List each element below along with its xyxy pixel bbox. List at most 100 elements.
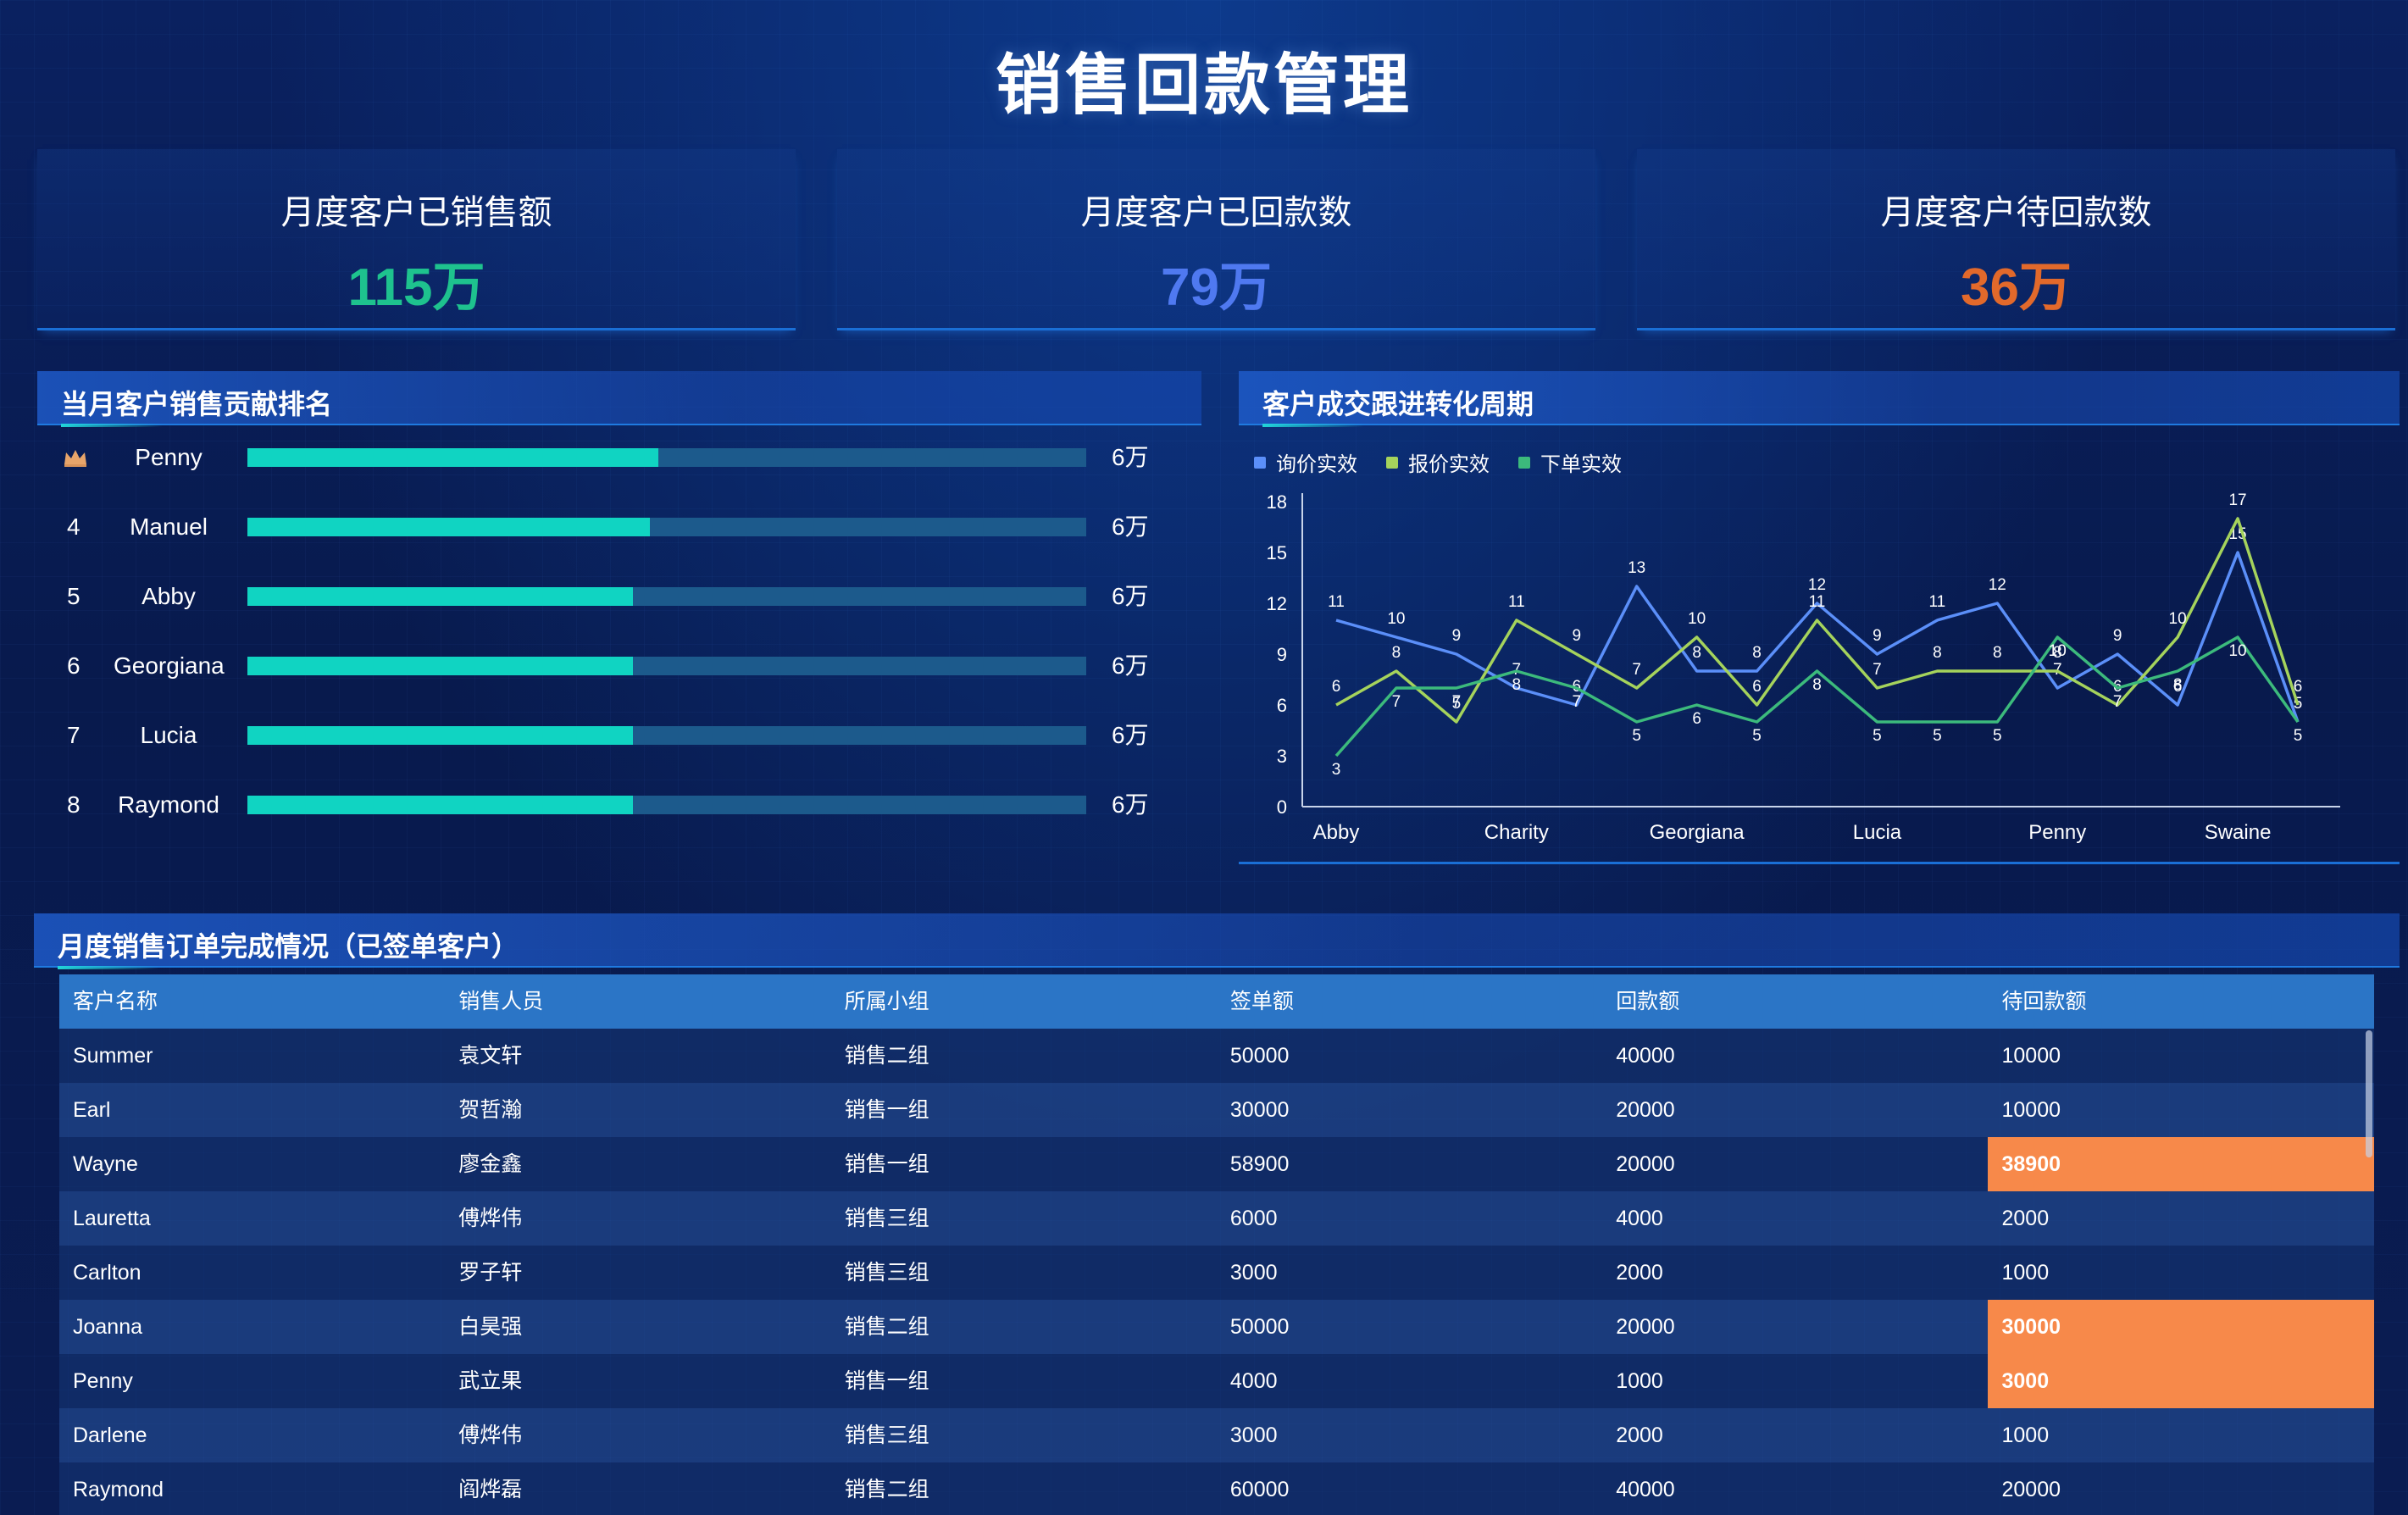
data-label: 8 — [1692, 644, 1701, 662]
table-row[interactable]: Darlene 傅烨伟 销售三组 3000 2000 1000 — [59, 1408, 2374, 1462]
y-tick-label: 0 — [1277, 796, 1287, 818]
data-label: 10 — [2049, 642, 2067, 660]
table-cell: 白昊强 — [458, 1315, 523, 1339]
table-cell: 傅烨伟 — [458, 1423, 523, 1447]
data-label: 10 — [1688, 610, 1706, 628]
ranking-panel-title: 当月客户销售贡献排名 — [61, 388, 333, 420]
kpi-value: 115万 — [347, 258, 485, 317]
rank-number: 6 — [67, 652, 80, 679]
kpi-card-pending: 月度客户待回款数 36万 — [1637, 149, 2395, 330]
ranking-row: 6 Georgiana 6万 — [37, 649, 1156, 683]
rank-bar-track — [247, 518, 1086, 536]
data-label: 8 — [1512, 676, 1522, 694]
table-cell: 2000 — [1616, 1261, 1663, 1285]
data-label: 6 — [2173, 678, 2183, 696]
rank-value: 6万 — [1112, 791, 1149, 818]
kpi-label: 月度客户已销售额 — [280, 193, 552, 232]
kpi-value: 36万 — [1961, 258, 2072, 317]
table-header-cell: 回款额 — [1616, 989, 1680, 1013]
table-cell: 阎烨磊 — [458, 1478, 523, 1501]
legend-item[interactable]: 下单实效 — [1518, 447, 1622, 477]
data-label: 11 — [1508, 593, 1525, 611]
table-row[interactable]: Joanna 白昊强 销售二组 50000 20000 30000 — [59, 1300, 2374, 1354]
table-cell: 1000 — [1616, 1369, 1663, 1393]
orders-panel-title: 月度销售订单完成情况（已签单客户） — [58, 930, 519, 963]
table-cell: 40000 — [1616, 1478, 1675, 1501]
rank-bar-track — [247, 587, 1086, 606]
x-tick-label: Swaine — [2205, 821, 2272, 844]
ranking-row: 5 Abby 6万 — [37, 580, 1156, 613]
legend-label: 询价实效 — [1276, 453, 1357, 476]
table-row[interactable]: Earl 贺哲瀚 销售一组 30000 20000 10000 — [59, 1083, 2374, 1137]
data-label: 9 — [1873, 627, 1882, 645]
rank-customer-name: Lucia — [140, 722, 197, 748]
table-cell: 40000 — [1616, 1044, 1675, 1068]
table-cell: 10000 — [2001, 1044, 2061, 1068]
data-label: 7 — [1452, 693, 1462, 711]
data-label: 6 — [2294, 678, 2303, 696]
data-label: 5 — [1873, 727, 1882, 745]
rank-bar-track — [247, 448, 1086, 467]
ranking-list: Penny 6万 4 Manuel 6万 5 Abby 6万 6 Georgiana 6万 7 Luci… — [0, 441, 1220, 830]
kpi-label: 月度客户待回款数 — [1880, 193, 2152, 232]
table-row[interactable]: Penny 武立果 销售一组 4000 1000 3000 — [59, 1354, 2374, 1408]
table-cell: Raymond — [73, 1478, 164, 1501]
rank-bar-track — [247, 726, 1086, 745]
table-cell: 武立果 — [458, 1369, 523, 1393]
table-header-cell: 销售人员 — [458, 989, 544, 1013]
rank-value: 6万 — [1112, 513, 1149, 540]
rank-value: 6万 — [1112, 444, 1149, 470]
data-label: 10 — [2228, 642, 2246, 660]
data-label: 12 — [1989, 576, 2006, 594]
crown-icon — [64, 450, 86, 467]
table-cell: 销售三组 — [844, 1207, 929, 1230]
table-cell: 销售一组 — [844, 1152, 929, 1176]
data-label: 7 — [2113, 693, 2122, 711]
table-scrollbar[interactable] — [2366, 1030, 2372, 1157]
legend-swatch — [1518, 456, 1530, 469]
legend-item[interactable]: 报价实效 — [1386, 447, 1490, 477]
table-cell: 销售三组 — [844, 1261, 929, 1285]
y-tick-label: 9 — [1277, 644, 1287, 665]
table-header-cell: 所属小组 — [844, 989, 929, 1013]
header-accent-line — [61, 424, 163, 427]
table-cell: Wayne — [73, 1152, 138, 1176]
x-tick-label: Abby — [1313, 821, 1360, 844]
data-label: 7 — [1873, 661, 1882, 679]
legend-item[interactable]: 询价实效 — [1254, 447, 1357, 477]
table-row[interactable]: Lauretta 傅烨伟 销售三组 6000 4000 2000 — [59, 1191, 2374, 1246]
rank-bar-track — [247, 796, 1086, 814]
y-tick-label: 6 — [1277, 695, 1287, 716]
table-cell: 58900 — [1229, 1152, 1290, 1176]
page-title: 销售回款管理 — [995, 47, 1412, 124]
kpi-card-sales: 月度客户已销售额 115万 — [37, 149, 796, 330]
x-tick-label: Lucia — [1853, 821, 1902, 844]
table-cell: 销售一组 — [844, 1369, 929, 1393]
table-header-cell: 客户名称 — [73, 989, 158, 1013]
data-label: 8 — [1812, 676, 1822, 694]
rank-value: 6万 — [1112, 652, 1149, 679]
y-tick-label: 12 — [1267, 593, 1287, 614]
data-label: 9 — [1572, 627, 1581, 645]
data-label: 5 — [1933, 727, 1942, 745]
table-row[interactable]: Raymond 阎烨磊 销售二组 60000 40000 20000 — [59, 1462, 2374, 1515]
table-row[interactable]: Wayne 廖金鑫 销售一组 58900 20000 38900 — [59, 1137, 2374, 1191]
rank-value: 6万 — [1112, 583, 1149, 609]
ranking-panel-header: 当月客户销售贡献排名 — [37, 371, 1201, 427]
table-row[interactable]: Carlton 罗子轩 销售三组 3000 2000 1000 — [59, 1246, 2374, 1300]
rank-number: 8 — [67, 791, 80, 818]
table-row[interactable]: Summer 袁文轩 销售二组 50000 40000 10000 — [59, 1029, 2374, 1083]
data-label: 8 — [1933, 644, 1942, 662]
data-label: 17 — [2228, 491, 2246, 509]
table-cell: 3000 — [1229, 1423, 1278, 1447]
table-cell: 20000 — [2001, 1478, 2061, 1501]
table-cell: 袁文轩 — [458, 1044, 523, 1068]
data-label: 5 — [2294, 727, 2303, 745]
table-cell: 30000 — [1988, 1300, 2374, 1354]
table-cell: Lauretta — [73, 1207, 151, 1230]
orders-panel-header: 月度销售订单完成情况（已签单客户） — [34, 913, 2400, 969]
rank-customer-name: Georgiana — [114, 652, 225, 679]
table-cell: 4000 — [1229, 1369, 1278, 1393]
legend-label: 报价实效 — [1408, 453, 1490, 476]
chart-legend: 询价实效 报价实效 下单实效 — [1254, 447, 1622, 477]
